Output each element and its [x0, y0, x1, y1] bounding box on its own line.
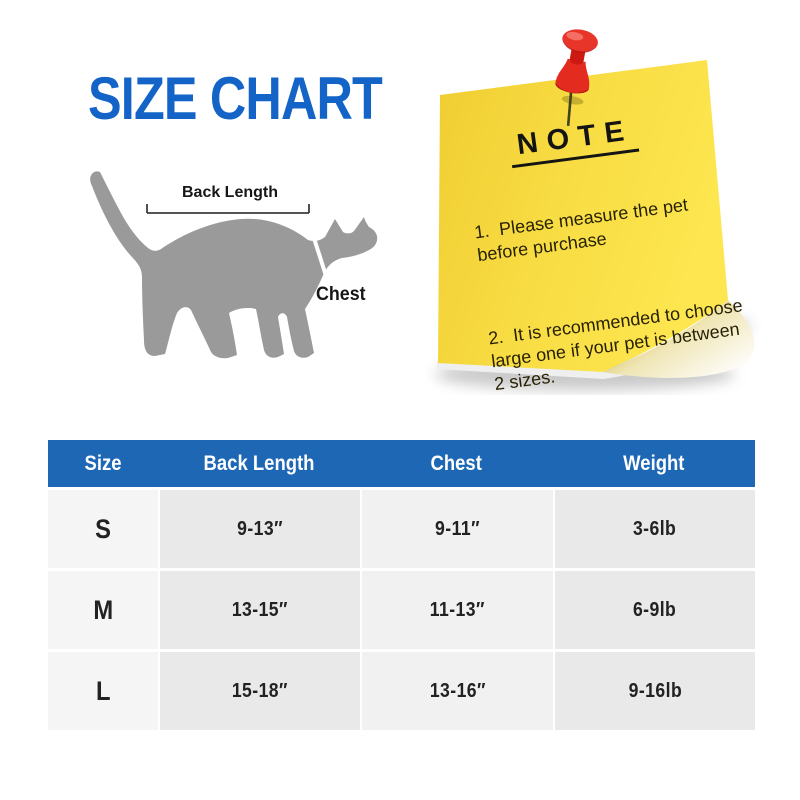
table-row-s: S 9-13″ 9-11″ 3-6lb — [48, 490, 755, 568]
note-item-2: 2. It is recommended to choose large one… — [487, 294, 749, 395]
column-header-size: Size — [84, 451, 122, 475]
table-header-row: Size Back Length Chest Weight — [48, 440, 755, 487]
push-pin-icon — [555, 29, 598, 126]
table-row-l: L 15-18″ 13-16″ 9-16lb — [48, 652, 755, 730]
cell-size-l: L — [48, 652, 158, 730]
cat-silhouette-icon — [90, 171, 378, 359]
cell-back-length-l: 15-18″ — [158, 652, 360, 730]
table-row-m: M 13-15″ 11-13″ 6-9lb — [48, 571, 755, 649]
cell-size-s: S — [48, 490, 158, 568]
cell-back-length-s: 9-13″ — [158, 490, 360, 568]
note-item-1: 1. Please measure the pet before purchas… — [473, 193, 695, 266]
note-body: 1. Please measure the pet before purchas… — [467, 142, 758, 442]
column-header-back-length: Back Length — [203, 451, 315, 475]
back-length-bracket — [146, 204, 310, 214]
cell-chest-s: 9-11″ — [360, 490, 553, 568]
sticky-note — [435, 60, 755, 390]
chest-measure-line — [306, 229, 334, 285]
page-curl — [603, 300, 755, 378]
cell-back-length-m: 13-15″ — [158, 571, 360, 649]
chest-label: Chest — [316, 284, 366, 305]
cell-weight-s: 3-6lb — [553, 490, 755, 568]
cell-weight-l: 9-16lb — [553, 652, 755, 730]
cell-size-m: M — [48, 571, 158, 649]
column-header-chest: Chest — [430, 451, 483, 475]
page-title: SIZE CHART — [88, 65, 383, 132]
cell-chest-l: 13-16″ — [360, 652, 553, 730]
size-chart-table: Size Back Length Chest Weight S 9-13″ 9-… — [48, 440, 755, 730]
column-header-weight: Weight — [623, 451, 685, 475]
back-length-label: Back Length — [181, 184, 278, 201]
cell-weight-m: 6-9lb — [553, 571, 755, 649]
cell-chest-m: 11-13″ — [360, 571, 553, 649]
